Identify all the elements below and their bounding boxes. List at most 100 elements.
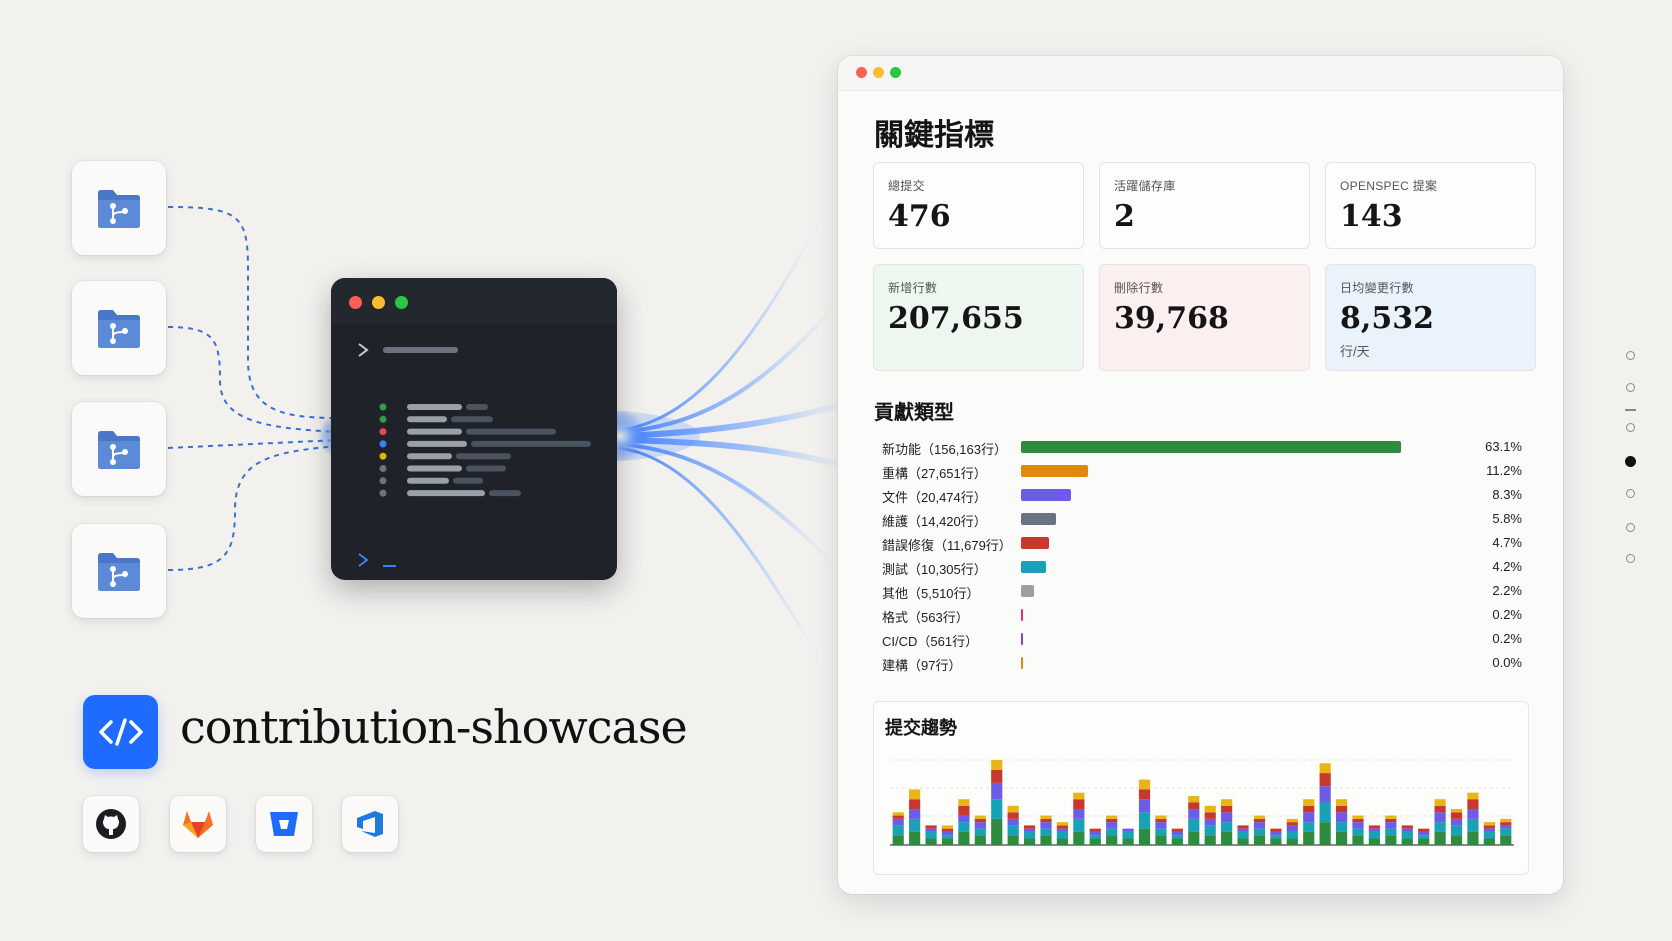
- dashboard-maximize-dot[interactable]: [890, 67, 901, 78]
- terminal-close-dot[interactable]: [349, 296, 362, 309]
- contribution-type-percent: 8.3%: [1492, 487, 1522, 502]
- trend-bar-segment: [1385, 818, 1397, 823]
- pager-dot[interactable]: [1626, 554, 1635, 563]
- trend-bar-segment: [1352, 828, 1364, 836]
- trend-bar-segment: [1368, 831, 1381, 839]
- log-status-dot: [379, 452, 387, 460]
- trend-bar-segment: [1483, 838, 1495, 845]
- contribution-type-percent: 5.8%: [1492, 511, 1522, 526]
- trend-bar-segment: [1040, 828, 1052, 836]
- trend-bar-segment: [1270, 835, 1282, 839]
- trend-bar-segment: [1023, 828, 1036, 832]
- pager-dot[interactable]: [1626, 383, 1635, 392]
- trend-bar-segment: [1467, 792, 1479, 800]
- log-text-placeholder: [466, 404, 488, 410]
- trend-bar-segment: [1253, 815, 1266, 819]
- trend-bar-segment: [1138, 799, 1151, 813]
- dashboard-close-dot[interactable]: [856, 67, 867, 78]
- trend-bar-segment: [1040, 835, 1052, 845]
- contribution-type-label: 重構（27,651行）: [882, 466, 987, 481]
- metric-card: 新增行數 207,655: [873, 264, 1084, 371]
- repo-card[interactable]: [72, 161, 166, 255]
- trend-bar-segment: [1253, 822, 1266, 829]
- gitlab-badge[interactable]: [170, 796, 226, 852]
- trend-bar-segment: [1385, 835, 1397, 845]
- contribution-type-row: CI/CD（561行） 0.2%: [882, 627, 1522, 651]
- contribution-type-bar: [1021, 633, 1023, 645]
- trend-bar-segment: [1007, 818, 1019, 826]
- trend-bar-segment: [1467, 809, 1479, 819]
- bitbucket-badge[interactable]: [256, 796, 312, 852]
- trend-bar-segment: [1138, 828, 1151, 845]
- trend-bar-segment: [974, 828, 986, 836]
- trend-bar-segment: [1155, 835, 1167, 845]
- log-status-dot: [379, 415, 387, 423]
- contribution-type-percent: 11.2%: [1486, 463, 1522, 478]
- contribution-type-bar: [1021, 609, 1023, 621]
- metric-unit: 行/天: [1340, 344, 1370, 359]
- trend-bar-segment: [1171, 831, 1183, 836]
- log-text-placeholder: [407, 465, 462, 472]
- trend-bar-segment: [1303, 812, 1315, 823]
- trend-bar-segment: [1155, 815, 1167, 819]
- trend-bar-segment: [1418, 835, 1430, 839]
- trend-bar-segment: [1270, 831, 1282, 836]
- trend-bar-segment: [1450, 818, 1463, 826]
- trend-bar-segment: [1319, 822, 1331, 845]
- dashboard-titlebar: [838, 56, 1563, 91]
- metric-card: 刪除行數 39,768: [1099, 264, 1310, 371]
- azure-devops-badge[interactable]: [342, 796, 398, 852]
- trend-bar-segment: [1237, 828, 1249, 832]
- repo-card[interactable]: [72, 524, 166, 618]
- commit-trend-title: 提交趨勢: [885, 718, 957, 739]
- contribution-type-row: 其他（5,510行） 2.2%: [882, 579, 1522, 603]
- metric-label: 活躍儲存庫: [1114, 179, 1176, 193]
- trend-bar-segment: [909, 799, 921, 810]
- repo-card[interactable]: [72, 281, 166, 375]
- trend-bar-segment: [1352, 815, 1364, 819]
- log-text-placeholder: [407, 453, 452, 460]
- metric-value: 143: [1340, 199, 1403, 234]
- contribution-type-bar: [1021, 513, 1056, 525]
- trend-bar-segment: [1467, 831, 1479, 845]
- log-text-placeholder: [451, 416, 493, 423]
- contribution-type-percent: 2.2%: [1492, 583, 1522, 598]
- trend-bar-segment: [1237, 825, 1249, 829]
- pager-dot[interactable]: [1626, 351, 1635, 360]
- terminal-minimize-dot[interactable]: [372, 296, 385, 309]
- contribution-type-percent: 4.7%: [1492, 535, 1522, 550]
- trend-bar-segment: [958, 805, 970, 816]
- azure-devops-icon: [357, 811, 383, 837]
- trend-bar-segment: [1138, 812, 1151, 829]
- trend-bar-segment: [1385, 822, 1397, 829]
- trend-bar-segment: [1401, 838, 1413, 845]
- pager-dot[interactable]: [1626, 423, 1635, 432]
- trend-bar-segment: [1155, 828, 1167, 836]
- terminal-window: [331, 278, 617, 580]
- pager-dot[interactable]: [1625, 456, 1636, 467]
- pager-dot[interactable]: [1626, 489, 1635, 498]
- trend-bar-segment: [1122, 838, 1134, 845]
- dashboard-minimize-dot[interactable]: [873, 67, 884, 78]
- repo-card[interactable]: [72, 402, 166, 496]
- prompt-chevron-icon: [358, 343, 369, 357]
- trend-bar-segment: [1188, 831, 1200, 845]
- log-text-placeholder: [407, 416, 447, 423]
- pager-dot[interactable]: [1626, 523, 1635, 532]
- contribution-type-label: 維護（14,420行）: [882, 514, 987, 529]
- trend-bar-segment: [1106, 815, 1118, 819]
- trend-bar-segment: [1253, 835, 1266, 845]
- terminal-maximize-dot[interactable]: [395, 296, 408, 309]
- trend-bar-segment: [1500, 835, 1512, 845]
- trend-bar-segment: [925, 828, 937, 832]
- trend-bar-segment: [974, 822, 986, 829]
- github-badge[interactable]: [83, 796, 139, 852]
- log-text-placeholder: [407, 428, 462, 435]
- log-text-placeholder: [471, 440, 591, 447]
- repo-links: [167, 206, 339, 571]
- contribution-type-percent: 63.1%: [1485, 439, 1522, 454]
- commit-trend-chart: [890, 759, 1514, 846]
- trend-bar-segment: [941, 825, 954, 829]
- trend-bar-segment: [1434, 831, 1446, 845]
- trend-bar-segment: [1056, 822, 1069, 826]
